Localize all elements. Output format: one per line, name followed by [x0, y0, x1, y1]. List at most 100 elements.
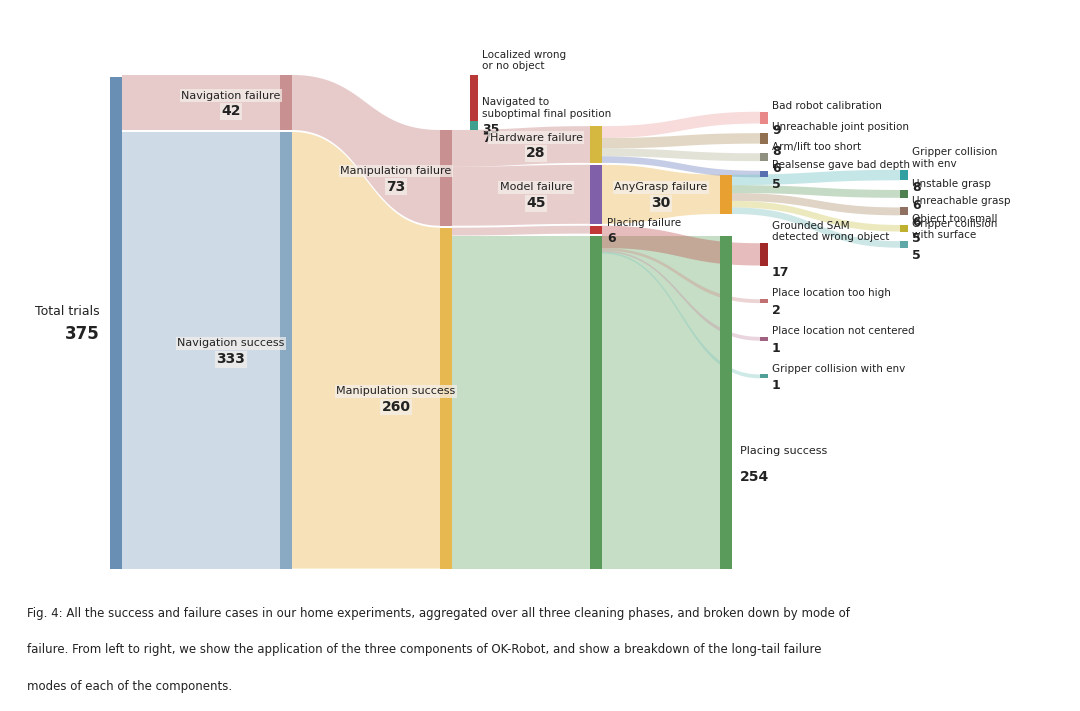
Polygon shape — [122, 75, 280, 130]
Text: Total trials: Total trials — [36, 304, 100, 318]
Text: Unstable grasp: Unstable grasp — [912, 179, 990, 189]
Polygon shape — [602, 248, 760, 303]
Text: 6: 6 — [772, 162, 781, 175]
Bar — [760, 299, 768, 303]
Bar — [760, 112, 768, 124]
Text: Bad robot calibration: Bad robot calibration — [772, 101, 882, 111]
Bar — [280, 75, 292, 130]
Bar — [590, 165, 602, 224]
Bar — [760, 337, 768, 341]
Text: Grounded SAM
detected wrong object: Grounded SAM detected wrong object — [772, 220, 889, 242]
Text: 333: 333 — [217, 352, 245, 366]
Polygon shape — [453, 225, 590, 235]
Polygon shape — [732, 208, 900, 247]
Text: Placing success: Placing success — [740, 447, 827, 456]
Bar — [760, 375, 768, 378]
Bar — [470, 121, 478, 130]
Text: 1: 1 — [772, 342, 781, 355]
Polygon shape — [122, 132, 280, 569]
Text: AnyGrasp failure: AnyGrasp failure — [615, 183, 707, 193]
Text: 35: 35 — [482, 123, 499, 136]
Text: Realsense gave bad depth: Realsense gave bad depth — [772, 160, 910, 170]
Text: Localized wrong
or no object: Localized wrong or no object — [482, 50, 566, 71]
Bar — [440, 228, 453, 569]
Bar — [900, 208, 908, 215]
Text: 17: 17 — [772, 267, 789, 279]
Text: Place location too high: Place location too high — [772, 289, 891, 299]
Bar — [280, 132, 292, 569]
Text: 375: 375 — [65, 326, 100, 343]
Polygon shape — [602, 112, 760, 138]
Bar — [760, 243, 768, 265]
Bar — [760, 171, 768, 177]
Polygon shape — [453, 235, 590, 569]
Text: Unreachable joint position: Unreachable joint position — [772, 122, 909, 132]
Text: Navigated to
suboptimal final position: Navigated to suboptimal final position — [482, 97, 611, 119]
Text: 6: 6 — [912, 216, 920, 229]
Text: Fig. 4: All the success and failure cases in our home experiments, aggregated ov: Fig. 4: All the success and failure case… — [27, 607, 850, 620]
Text: Gripper collision
with surface: Gripper collision with surface — [912, 218, 997, 240]
Bar — [760, 133, 768, 144]
Polygon shape — [602, 149, 760, 161]
Text: 30: 30 — [651, 196, 671, 210]
Polygon shape — [602, 225, 760, 265]
Text: 2: 2 — [772, 304, 781, 317]
Text: Place location not centered: Place location not centered — [772, 326, 915, 336]
Text: Navigation success: Navigation success — [177, 338, 285, 348]
Text: 254: 254 — [740, 470, 769, 483]
Polygon shape — [732, 170, 900, 185]
Text: failure. From left to right, we show the application of the three components of : failure. From left to right, we show the… — [27, 643, 821, 656]
Text: Placing failure: Placing failure — [607, 218, 681, 228]
Polygon shape — [292, 75, 440, 225]
Polygon shape — [732, 185, 900, 198]
Text: Object too small: Object too small — [912, 214, 998, 224]
Text: 9: 9 — [772, 124, 781, 137]
Text: 8: 8 — [912, 181, 920, 194]
Text: 260: 260 — [381, 400, 410, 414]
Bar — [590, 235, 602, 569]
Polygon shape — [453, 126, 590, 167]
Polygon shape — [602, 252, 760, 378]
Text: 7: 7 — [482, 132, 490, 145]
Text: Navigation failure: Navigation failure — [181, 90, 281, 100]
Text: Manipulation success: Manipulation success — [336, 386, 456, 396]
Bar — [470, 75, 478, 121]
Bar — [760, 154, 768, 161]
Text: Hardware failure: Hardware failure — [489, 132, 582, 143]
Text: Gripper collision with env: Gripper collision with env — [772, 363, 905, 373]
Polygon shape — [602, 251, 760, 341]
Text: 5: 5 — [912, 249, 921, 262]
Text: modes of each of the components.: modes of each of the components. — [27, 680, 232, 693]
Bar — [900, 170, 908, 181]
Bar — [590, 225, 602, 234]
Bar — [720, 175, 732, 214]
Bar — [720, 235, 732, 569]
Bar — [900, 241, 908, 247]
Text: Gripper collision
with env: Gripper collision with env — [912, 147, 997, 169]
Polygon shape — [602, 165, 720, 224]
Text: 5: 5 — [772, 178, 781, 191]
Text: 73: 73 — [387, 180, 406, 194]
Polygon shape — [602, 133, 760, 149]
Text: Model failure: Model failure — [500, 183, 572, 193]
Text: Arm/lift too short: Arm/lift too short — [772, 142, 861, 152]
Bar — [590, 126, 602, 163]
Polygon shape — [292, 132, 440, 569]
Text: Manipulation failure: Manipulation failure — [340, 166, 451, 176]
Polygon shape — [732, 201, 900, 232]
Bar — [900, 190, 908, 198]
Polygon shape — [602, 156, 760, 177]
Polygon shape — [732, 193, 900, 215]
Bar — [900, 225, 908, 232]
Text: 28: 28 — [526, 146, 545, 161]
Text: 45: 45 — [526, 196, 545, 210]
Polygon shape — [453, 165, 590, 225]
Text: 8: 8 — [772, 144, 781, 158]
Text: 42: 42 — [221, 105, 241, 119]
Polygon shape — [602, 235, 720, 569]
Text: 1: 1 — [772, 379, 781, 392]
Text: 5: 5 — [912, 232, 921, 245]
Bar — [440, 130, 453, 225]
Text: 6: 6 — [607, 232, 616, 245]
Bar — [110, 77, 122, 569]
